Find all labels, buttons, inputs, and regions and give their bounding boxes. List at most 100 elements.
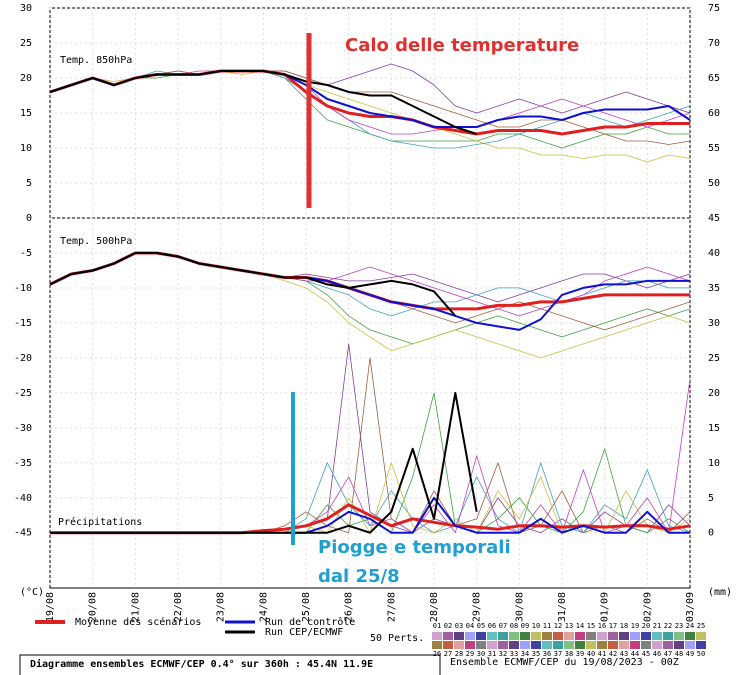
member-swatch — [432, 641, 442, 649]
y2-tick-label: 55 — [708, 143, 720, 154]
x-tick-label: 30/08 — [514, 592, 525, 622]
y2-tick-label: 65 — [708, 73, 720, 84]
member-swatch — [619, 632, 629, 640]
y2-tick-label: 30 — [708, 318, 720, 329]
member-swatch — [597, 632, 607, 640]
panel-label: Temp. 850hPa — [60, 55, 132, 66]
member-label: 13 — [565, 622, 573, 630]
member-label: 39 — [576, 650, 584, 658]
member-swatch — [663, 632, 673, 640]
member-label: 17 — [609, 622, 617, 630]
member-label: 05 — [477, 622, 485, 630]
member-swatch — [553, 641, 563, 649]
member-label: 01 — [433, 622, 441, 630]
member-swatch — [553, 632, 563, 640]
member-swatch — [465, 641, 475, 649]
member-swatch — [641, 641, 651, 649]
x-tick-label: 20/08 — [88, 592, 99, 622]
y-tick-label: 25 — [20, 38, 32, 49]
member-label: 47 — [664, 650, 672, 658]
member-label: 42 — [609, 650, 617, 658]
marks — [49, 7, 691, 588]
y-tick-label: -40 — [14, 493, 32, 504]
member-label: 12 — [554, 622, 562, 630]
member-swatch — [498, 641, 508, 649]
x-tick-label: 01/09 — [600, 592, 611, 622]
x-tick-label: 19/08 — [45, 592, 56, 622]
unit-label: (mm) — [708, 587, 732, 598]
x-tick-label: 29/08 — [472, 592, 483, 622]
member-swatch — [575, 641, 585, 649]
member-swatch — [630, 632, 640, 640]
member-swatch — [674, 632, 684, 640]
member-swatch — [564, 641, 574, 649]
y-tick-label: -30 — [14, 423, 32, 434]
x-tick-label: 21/08 — [130, 592, 141, 622]
member-label: 33 — [510, 650, 518, 658]
member-swatch — [619, 641, 629, 649]
member-label: 28 — [455, 650, 463, 658]
member-swatch — [696, 641, 706, 649]
x-tick-label: 23/08 — [216, 592, 227, 622]
y2-tick-label: 60 — [708, 108, 720, 119]
member-swatch — [509, 641, 519, 649]
member-swatch — [454, 641, 464, 649]
footer-text: Diagramme ensembles ECMWF/CEP 0.4° sur 3… — [30, 658, 373, 670]
footer-text: Ensemble ECMWF/CEP du 19/08/2023 - 00Z — [450, 657, 679, 668]
member-swatch — [520, 641, 530, 649]
member-swatch — [652, 632, 662, 640]
member-swatch — [652, 641, 662, 649]
y-tick-label: -5 — [20, 248, 32, 259]
series-line — [50, 391, 478, 534]
member-label: 31 — [488, 650, 496, 658]
member-swatch — [641, 632, 651, 640]
y-tick-label: 20 — [20, 73, 32, 84]
member-label: 30 — [477, 650, 485, 658]
legend-label: Moyenne des scénarios — [75, 616, 201, 628]
members-label: 50 Perts. — [370, 633, 424, 644]
member-label: 35 — [532, 650, 540, 658]
y-tick-label: -35 — [14, 458, 32, 469]
annotation: Piogge e temporali — [318, 537, 511, 558]
series-line — [49, 252, 457, 317]
member-swatch — [476, 632, 486, 640]
y-tick-label: 10 — [20, 143, 32, 154]
member-label: 41 — [598, 650, 606, 658]
member-swatch — [443, 641, 453, 649]
member-swatch — [542, 632, 552, 640]
y-tick-label: 15 — [20, 108, 32, 119]
member-label: 37 — [554, 650, 562, 658]
x-tick-label: 27/08 — [386, 592, 397, 622]
x-tick-label: 22/08 — [173, 592, 184, 622]
member-swatch — [432, 632, 442, 640]
member-swatch — [531, 641, 541, 649]
member-swatch — [586, 641, 596, 649]
member-swatch — [509, 632, 519, 640]
y-tick-label: 0 — [26, 213, 32, 224]
member-label: 11 — [543, 622, 551, 630]
member-label: 24 — [686, 622, 694, 630]
member-label: 25 — [697, 622, 705, 630]
x-tick-label: 24/08 — [258, 592, 269, 622]
y2-tick-label: 40 — [708, 248, 720, 259]
member-label: 03 — [455, 622, 463, 630]
member-label: 44 — [631, 650, 639, 658]
member-label: 29 — [466, 650, 474, 658]
member-label: 23 — [675, 622, 683, 630]
x-tick-label: 28/08 — [429, 592, 440, 622]
member-swatch — [564, 632, 574, 640]
y2-tick-label: 20 — [708, 388, 720, 399]
member-label: 45 — [642, 650, 650, 658]
y2-tick-label: 0 — [708, 528, 714, 539]
annotation: dal 25/8 — [318, 566, 400, 587]
annotation: Calo delle temperature — [345, 35, 579, 56]
y2-tick-label: 15 — [708, 423, 720, 434]
legend-label: Run de contrôle — [265, 616, 355, 628]
member-swatch — [498, 632, 508, 640]
x-tick-label: 25/08 — [301, 592, 312, 622]
member-swatch — [542, 641, 552, 649]
member-swatch — [465, 632, 475, 640]
member-swatch — [685, 632, 695, 640]
member-label: 38 — [565, 650, 573, 658]
